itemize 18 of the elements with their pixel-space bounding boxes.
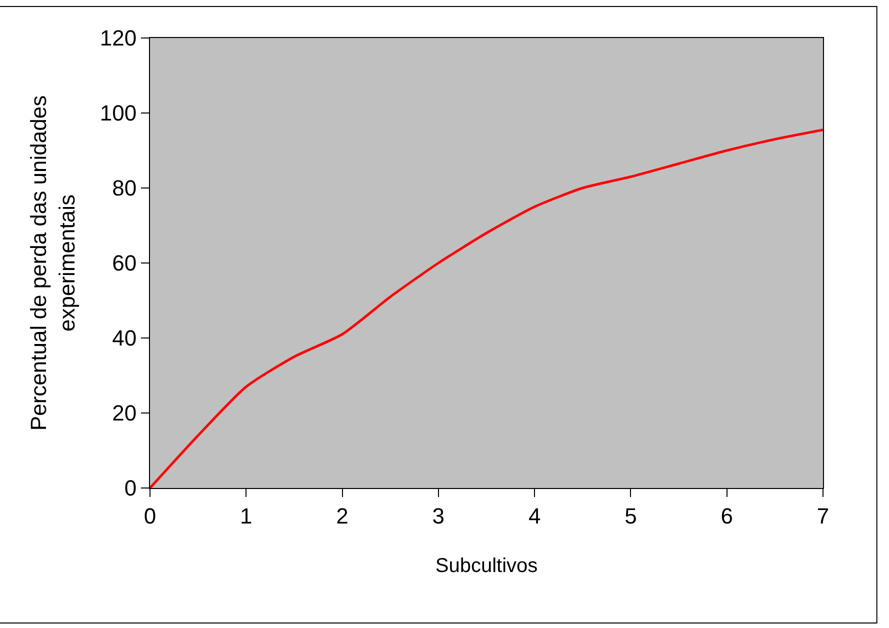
y-tick-label: 100 <box>100 100 137 126</box>
y-tick-label: 40 <box>112 326 137 351</box>
x-tick-label: 0 <box>144 503 156 528</box>
x-tick-label: 1 <box>240 503 252 528</box>
y-tick-label: 20 <box>112 400 137 426</box>
x-axis-title: Subcultivos <box>435 554 538 577</box>
x-tick-label: 7 <box>816 503 830 528</box>
x-tick-label: 4 <box>528 503 541 528</box>
y-tick-label: 0 <box>124 476 137 501</box>
y-tick-label: 80 <box>112 176 137 201</box>
y-tick-label: 60 <box>112 250 137 276</box>
x-tick-label: 2 <box>336 503 348 528</box>
x-tick-label: 5 <box>624 503 637 528</box>
line-series <box>150 128 823 488</box>
y-tick-label: 120 <box>100 26 137 51</box>
y-axis-title: Percentual de perda das unidades experimentais <box>26 95 80 431</box>
x-tick-label: 6 <box>720 503 733 528</box>
x-tick-label: 3 <box>432 503 445 528</box>
